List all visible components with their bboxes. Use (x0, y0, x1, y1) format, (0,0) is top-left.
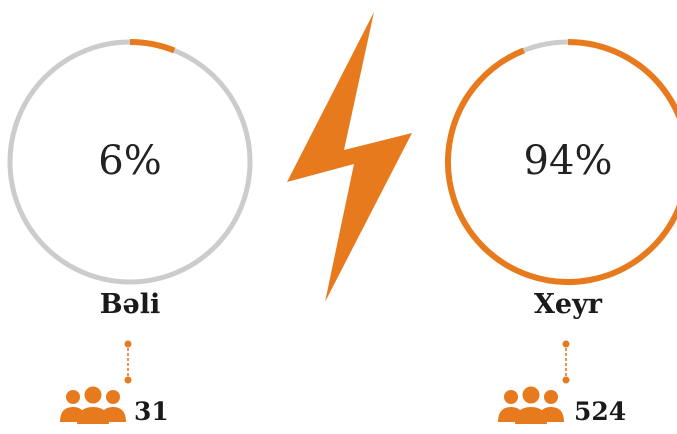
donut-arc-yes (129, 39, 176, 54)
percent-label-no: 94% (523, 138, 613, 184)
percent-label-yes: 6% (98, 138, 162, 184)
category-label-no: Xeyr (533, 289, 603, 320)
connector-dots-icon (124, 340, 132, 384)
connector-dots-icon (562, 340, 570, 384)
lightning-bolt-icon (287, 12, 412, 302)
respondent-count-no: 524 (574, 397, 627, 426)
respondent-count-yes: 31 (134, 397, 169, 426)
users-group-icon (498, 386, 564, 424)
category-label-yes: Bəli (99, 289, 161, 320)
users-group-icon (60, 386, 126, 424)
donut-arc-no (445, 39, 677, 285)
